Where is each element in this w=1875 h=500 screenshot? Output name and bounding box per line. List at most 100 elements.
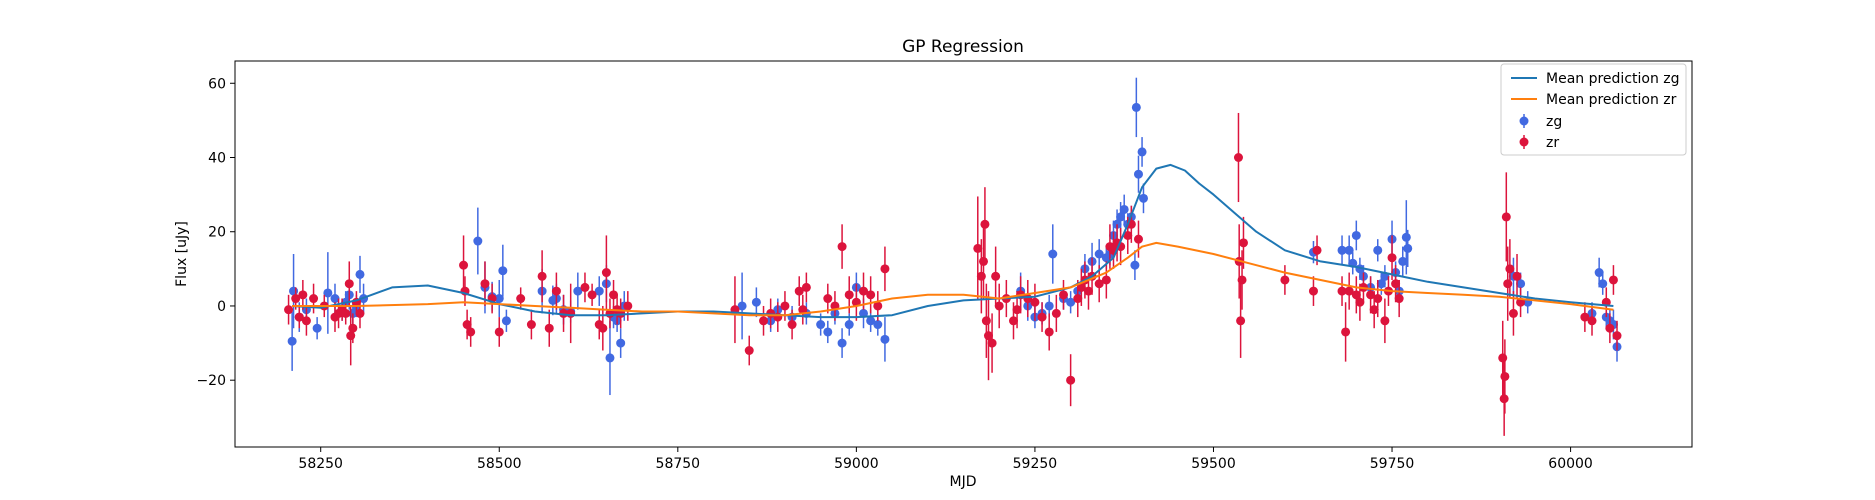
data-point-zr: [1351, 290, 1361, 300]
data-point-zr: [298, 290, 308, 300]
data-point-zr: [526, 320, 536, 330]
data-point-zr: [544, 323, 554, 333]
data-point-zg: [1066, 297, 1076, 307]
data-point-zr: [1233, 153, 1243, 162]
data-point-zr: [459, 260, 469, 270]
data-point-zr: [994, 301, 1004, 311]
x-tick-label: 58500: [477, 456, 522, 472]
data-point-zr: [587, 290, 597, 300]
data-point-zg: [498, 266, 508, 276]
data-point-zg: [1398, 256, 1408, 266]
data-point-zr: [1587, 316, 1597, 326]
data-point-zg: [605, 353, 615, 363]
legend-dot: [1519, 116, 1529, 126]
data-point-zr: [1580, 312, 1590, 322]
data-point-zr: [466, 327, 476, 337]
x-axis-label: MJD: [950, 474, 977, 490]
data-point-zr: [1012, 305, 1022, 315]
data-point-zr: [609, 290, 619, 300]
mean-line-mean-prediction-zg: [292, 163, 1614, 319]
data-point-zg: [823, 327, 833, 337]
data-point-zg: [844, 320, 854, 330]
data-point-zr: [1123, 230, 1133, 240]
data-point-zr: [759, 316, 769, 326]
data-point-zr: [1083, 286, 1093, 296]
data-point-zr: [851, 297, 861, 307]
data-point-zr: [1501, 212, 1511, 222]
data-point-zr: [494, 327, 504, 337]
data-point-zr: [1394, 294, 1404, 304]
data-point-zr: [580, 282, 590, 292]
data-point-zr: [1073, 294, 1083, 304]
legend-box: [1500, 63, 1687, 156]
data-point-zg: [1516, 279, 1526, 289]
data-point-zr: [537, 271, 547, 281]
data-point-zr: [980, 219, 990, 229]
data-point-zr: [780, 301, 790, 311]
data-point-zr: [1337, 286, 1347, 296]
data-point-zr: [1044, 327, 1054, 337]
series-zg: [287, 77, 1622, 396]
data-point-zg: [1138, 193, 1148, 203]
data-point-zr: [1238, 238, 1248, 248]
data-point-zr: [794, 286, 804, 296]
data-point-zg: [1131, 102, 1141, 112]
data-point-zr: [294, 312, 304, 322]
data-point-zr: [301, 316, 311, 326]
data-point-zr: [1237, 275, 1247, 285]
legend-marker-zg: [1519, 114, 1529, 128]
data-point-zr: [873, 301, 883, 311]
data-point-zr: [1505, 264, 1515, 274]
x-tick-label: 59250: [1013, 456, 1058, 472]
x-tick-label: 59750: [1370, 456, 1415, 472]
data-point-zg: [1130, 260, 1140, 270]
data-point-zr: [1369, 305, 1379, 315]
data-point-zr: [1498, 353, 1508, 363]
data-point-zg: [880, 334, 890, 344]
legend-marker-zr: [1519, 135, 1529, 149]
data-point-zg: [1137, 147, 1147, 157]
data-point-zr: [1308, 286, 1318, 296]
data-point-zr: [284, 305, 294, 315]
data-point-zg: [594, 286, 604, 296]
data-point-zg: [1337, 245, 1347, 255]
data-point-zr: [987, 338, 997, 348]
y-tick-label: 40: [208, 151, 226, 167]
y-axis: −20 0 20 40 60: [196, 76, 235, 389]
data-point-zg: [312, 323, 322, 333]
data-point-zg: [1376, 279, 1386, 289]
data-point-zr: [623, 301, 633, 311]
data-point-zg: [1044, 301, 1054, 311]
data-point-zr: [1051, 308, 1061, 318]
data-point-zg: [573, 286, 583, 296]
plot-area: [234, 60, 1693, 448]
data-point-zr: [880, 264, 890, 274]
data-point-zr: [1608, 275, 1618, 285]
legend-dot: [1519, 137, 1529, 147]
data-point-zr: [978, 256, 988, 266]
data-point-zg: [1119, 204, 1129, 214]
data-point-zg: [837, 338, 847, 348]
data-point-zg: [1094, 249, 1104, 259]
data-point-zr: [601, 268, 611, 278]
data-point-zr: [1503, 279, 1513, 289]
data-point-zr: [1612, 331, 1622, 341]
data-point-zr: [976, 271, 986, 281]
x-axis: 58250 58500 58750 59000 59250 59500 59750 60000: [298, 447, 1593, 472]
data-point-zr: [823, 294, 833, 304]
data-point-zr: [551, 286, 561, 296]
y-tick-label: 20: [208, 225, 226, 241]
data-point-zg: [751, 297, 761, 307]
data-point-zr: [598, 323, 608, 333]
data-point-zr: [798, 305, 808, 315]
data-point-zr: [1344, 286, 1354, 296]
data-point-zg: [1401, 232, 1411, 242]
data-point-zr: [341, 308, 351, 318]
data-point-zr: [991, 271, 1001, 281]
data-point-zg: [1133, 169, 1143, 179]
data-point-zr: [1341, 327, 1351, 337]
data-point-zr: [291, 294, 301, 304]
data-point-zr: [462, 320, 472, 330]
y-tick-label: 60: [208, 76, 226, 92]
